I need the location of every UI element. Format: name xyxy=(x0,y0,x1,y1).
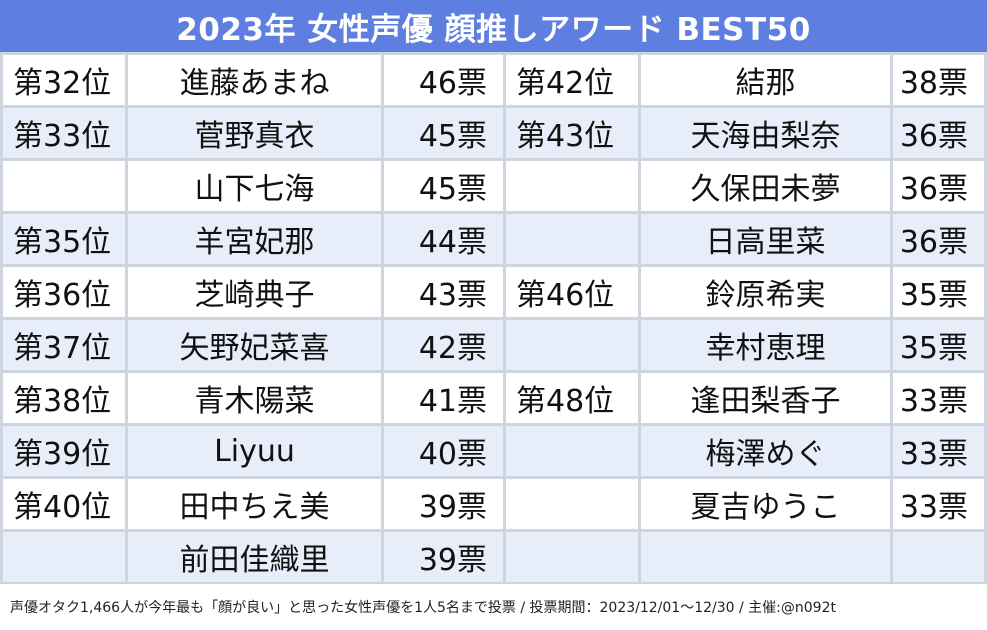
votes-cell: 39票 xyxy=(384,479,503,529)
votes-cell: 43票 xyxy=(384,267,503,317)
name-cell: 羊宮妃那 xyxy=(128,214,381,264)
ranking-table: 第32位 進藤あまね 46票 第42位 結那 38票 第33位 菅野真衣 45票… xyxy=(0,52,987,585)
table-row: 前田佳織里 39票 xyxy=(3,532,984,582)
rank-cell xyxy=(506,320,638,370)
rank-cell: 第46位 xyxy=(506,267,638,317)
votes-cell: 33票 xyxy=(893,479,984,529)
name-cell: 田中ちえ美 xyxy=(128,479,381,529)
name-cell: 菅野真衣 xyxy=(128,108,381,158)
name-cell: 前田佳織里 xyxy=(128,532,381,582)
page-title: 2023年 女性声優 顔推しアワード BEST50 xyxy=(176,11,811,48)
rank-cell: 第33位 xyxy=(3,108,125,158)
name-cell: 芝崎典子 xyxy=(128,267,381,317)
name-cell: 山下七海 xyxy=(128,161,381,211)
votes-cell: 38票 xyxy=(893,55,984,105)
name-cell: 逢田梨香子 xyxy=(641,373,890,423)
name-cell: 進藤あまね xyxy=(128,55,381,105)
votes-cell: 35票 xyxy=(893,320,984,370)
votes-cell: 41票 xyxy=(384,373,503,423)
votes-cell: 45票 xyxy=(384,161,503,211)
rank-cell: 第35位 xyxy=(3,214,125,264)
table-row: 第40位 田中ちえ美 39票 夏吉ゆうこ 33票 xyxy=(3,479,984,529)
rank-cell: 第39位 xyxy=(3,426,125,476)
title-bar: 2023年 女性声優 顔推しアワード BEST50 xyxy=(0,0,987,52)
rank-cell xyxy=(506,161,638,211)
table-row: 第39位 Liyuu 40票 梅澤めぐ 33票 xyxy=(3,426,984,476)
name-cell: 日高里菜 xyxy=(641,214,890,264)
votes-cell: 33票 xyxy=(893,426,984,476)
name-cell: 梅澤めぐ xyxy=(641,426,890,476)
votes-cell: 44票 xyxy=(384,214,503,264)
votes-cell: 42票 xyxy=(384,320,503,370)
table-row: 山下七海 45票 久保田未夢 36票 xyxy=(3,161,984,211)
table-row: 第33位 菅野真衣 45票 第43位 天海由梨奈 36票 xyxy=(3,108,984,158)
name-cell: 夏吉ゆうこ xyxy=(641,479,890,529)
name-cell: 青木陽菜 xyxy=(128,373,381,423)
votes-cell: 35票 xyxy=(893,267,984,317)
votes-cell: 36票 xyxy=(893,108,984,158)
votes-cell: 40票 xyxy=(384,426,503,476)
votes-cell: 33票 xyxy=(893,373,984,423)
name-cell: 幸村恵理 xyxy=(641,320,890,370)
rank-cell: 第37位 xyxy=(3,320,125,370)
rank-cell: 第48位 xyxy=(506,373,638,423)
name-cell xyxy=(641,532,890,582)
votes-cell: 45票 xyxy=(384,108,503,158)
rank-cell: 第42位 xyxy=(506,55,638,105)
rank-cell xyxy=(506,532,638,582)
ranking-table-wrap: 第32位 進藤あまね 46票 第42位 結那 38票 第33位 菅野真衣 45票… xyxy=(0,52,987,585)
votes-cell: 36票 xyxy=(893,161,984,211)
name-cell: 天海由梨奈 xyxy=(641,108,890,158)
votes-cell: 36票 xyxy=(893,214,984,264)
name-cell: 結那 xyxy=(641,55,890,105)
table-row: 第35位 羊宮妃那 44票 日高里菜 36票 xyxy=(3,214,984,264)
name-cell: 鈴原希実 xyxy=(641,267,890,317)
rank-cell: 第38位 xyxy=(3,373,125,423)
table-row: 第36位 芝崎典子 43票 第46位 鈴原希実 35票 xyxy=(3,267,984,317)
footer-note: 声優オタク1,466人が今年最も「顔が良い」と思った女性声優を1人5名まで投票 … xyxy=(0,584,987,630)
rank-cell: 第43位 xyxy=(506,108,638,158)
rank-cell: 第36位 xyxy=(3,267,125,317)
name-cell: Liyuu xyxy=(128,426,381,476)
rank-cell xyxy=(506,214,638,264)
table-row: 第37位 矢野妃菜喜 42票 幸村恵理 35票 xyxy=(3,320,984,370)
rank-cell xyxy=(506,426,638,476)
rank-cell xyxy=(3,532,125,582)
name-cell: 久保田未夢 xyxy=(641,161,890,211)
rank-cell xyxy=(3,161,125,211)
rank-cell: 第32位 xyxy=(3,55,125,105)
table-row: 第38位 青木陽菜 41票 第48位 逢田梨香子 33票 xyxy=(3,373,984,423)
votes-cell: 46票 xyxy=(384,55,503,105)
rank-cell: 第40位 xyxy=(3,479,125,529)
name-cell: 矢野妃菜喜 xyxy=(128,320,381,370)
footer-text: 声優オタク1,466人が今年最も「顔が良い」と思った女性声優を1人5名まで投票 … xyxy=(10,600,836,616)
votes-cell xyxy=(893,532,984,582)
votes-cell: 39票 xyxy=(384,532,503,582)
table-row: 第32位 進藤あまね 46票 第42位 結那 38票 xyxy=(3,55,984,105)
rank-cell xyxy=(506,479,638,529)
